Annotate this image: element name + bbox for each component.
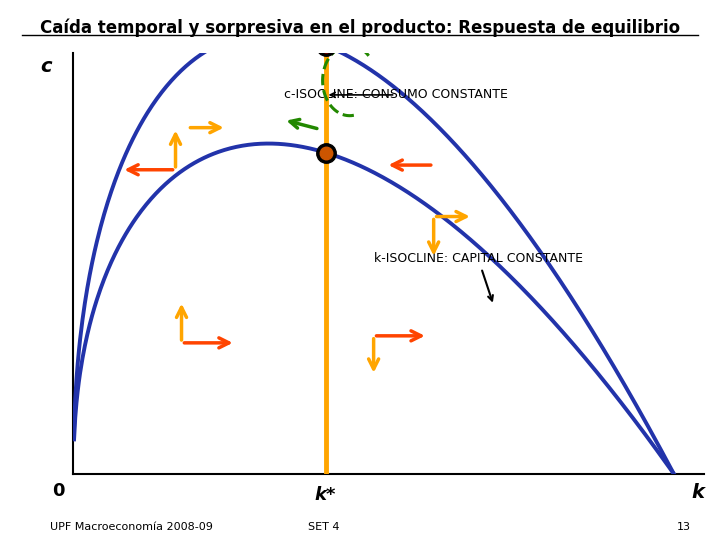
Text: UPF Macroeconomía 2008-09: UPF Macroeconomía 2008-09	[50, 522, 213, 532]
Text: c-ISOCLINE: CONSUMO CONSTANTE: c-ISOCLINE: CONSUMO CONSTANTE	[284, 89, 508, 102]
Text: c: c	[41, 57, 52, 76]
Text: SET 4: SET 4	[308, 522, 340, 532]
Text: k-ISOCLINE: CAPITAL CONSTANTE: k-ISOCLINE: CAPITAL CONSTANTE	[374, 252, 582, 301]
Text: Caída temporal y sorpresiva en el producto: Respuesta de equilibrio: Caída temporal y sorpresiva en el produc…	[40, 19, 680, 37]
Text: 13: 13	[678, 522, 691, 532]
Text: k: k	[691, 483, 704, 502]
Text: k*: k*	[315, 485, 336, 503]
Text: 0: 0	[53, 482, 65, 500]
